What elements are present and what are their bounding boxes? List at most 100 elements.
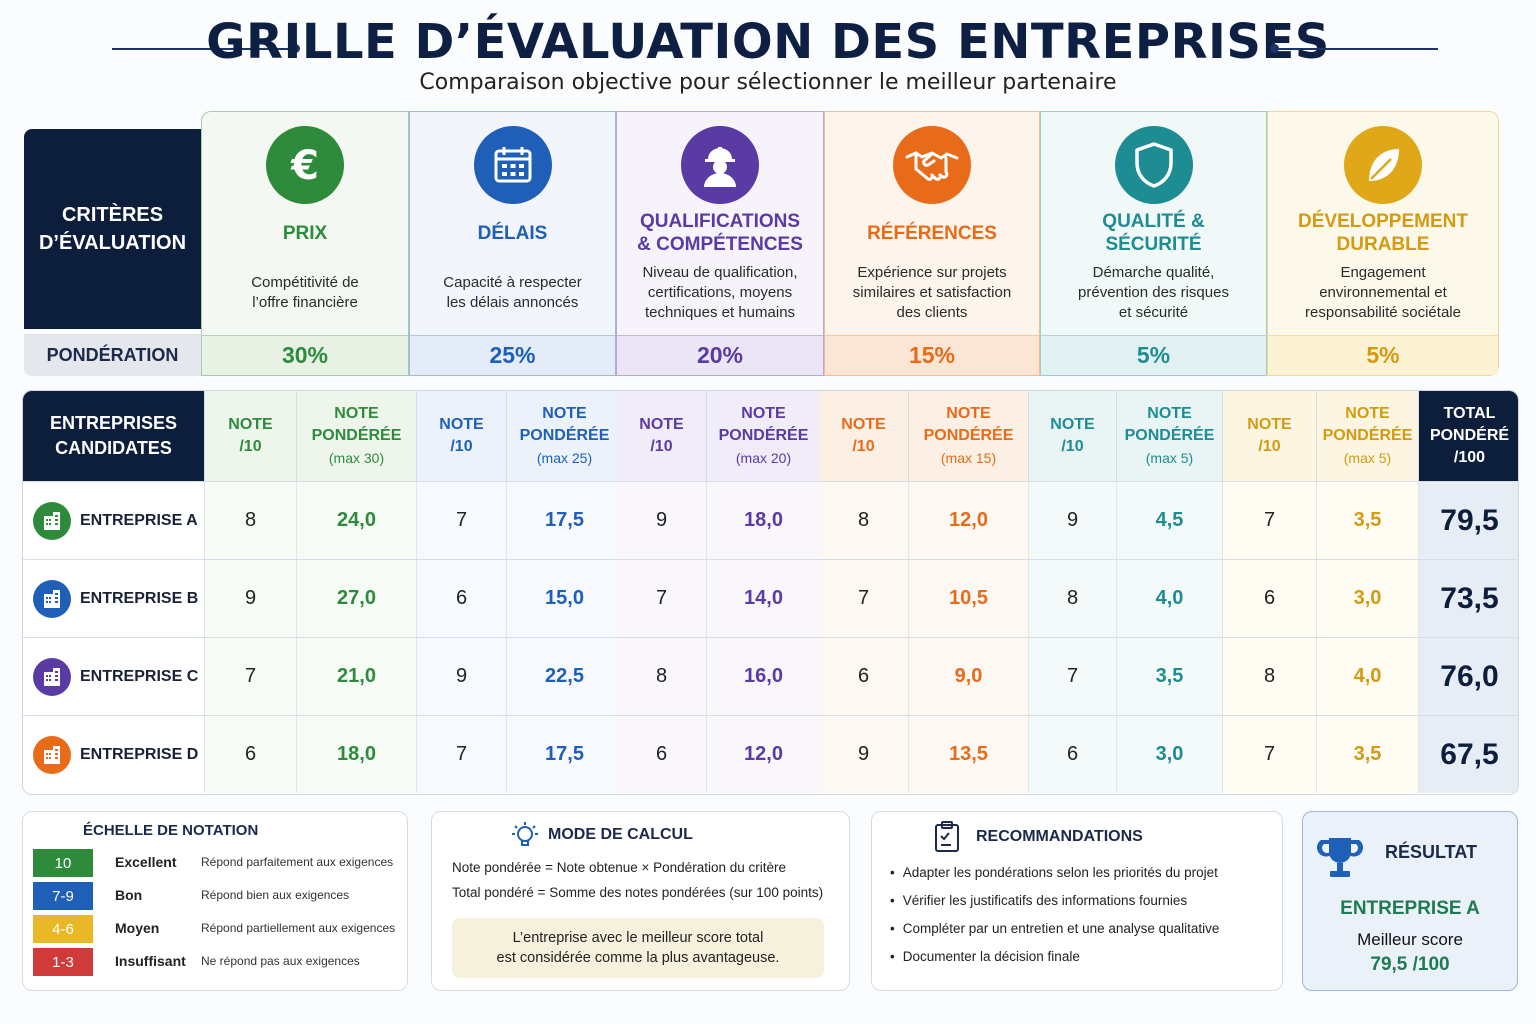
weighted-header-text: NOTE PONDÉRÉE (718, 405, 809, 444)
note-cell: 7 (417, 482, 507, 559)
weighted-cell: 4,0 (1317, 638, 1419, 715)
weighted-header: NOTE PONDÉRÉE (max 15) (909, 391, 1029, 481)
scores-table: ENTREPRISES CANDIDATES NOTE /10 NOTE PONDÉ… (22, 390, 1519, 795)
criteria-label: CRITÈRES D’ÉVALUATION (24, 129, 201, 329)
criterion-5: QUALITÉ & SÉCURITÉ Démarche qualité, prév… (1040, 111, 1267, 376)
note-cell: 7 (819, 560, 909, 637)
note-cell: 6 (205, 716, 297, 793)
weighted-header-label: NOTE PONDÉRÉE (max 5) (1125, 403, 1215, 469)
leaf-icon (1344, 126, 1422, 204)
total-cell: 73,5 (1419, 560, 1518, 637)
note-header: NOTE /10 (819, 391, 909, 481)
note-cell: 7 (617, 560, 707, 637)
note-cell: 9 (205, 560, 297, 637)
weighted-header: NOTE PONDÉRÉE (max 5) (1317, 391, 1419, 481)
weighted-cell: 22,5 (507, 638, 623, 715)
note-header: NOTE /10 (617, 391, 707, 481)
clipboard-check-icon (932, 820, 964, 859)
note-cell: 9 (417, 638, 507, 715)
weighted-cell: 24,0 (297, 482, 417, 559)
weighted-cell: 4,0 (1117, 560, 1223, 637)
weighted-cell: 13,5 (909, 716, 1029, 793)
page-subtitle: Comparaison objective pour sélectionner … (419, 70, 1117, 95)
resultat-label: Meilleur score (1357, 930, 1463, 949)
criterion-4: RÉFÉRENCES Expérience sur projets similai… (824, 111, 1040, 376)
weighted-cell: 18,0 (707, 482, 821, 559)
title-divider-left (112, 48, 294, 50)
weighted-header-label: NOTE PONDÉRÉE (max 20) (719, 403, 809, 469)
calcul-note: L’entreprise avec le meilleur score tota… (452, 918, 824, 978)
title-dot-right (1270, 44, 1279, 53)
scale-description: Ne répond pas aux exigences (201, 954, 360, 968)
weighted-cell: 10,5 (909, 560, 1029, 637)
criterion-6: DÉVELOPPEMENT DURABLE Engagement environn… (1267, 111, 1499, 376)
note-cell: 6 (417, 560, 507, 637)
criterion-weight: 20% (617, 335, 823, 375)
weighted-header-label: NOTE PONDÉRÉE (max 5) (1323, 403, 1413, 469)
note-cell: 7 (1223, 716, 1317, 793)
weighted-header: NOTE PONDÉRÉE (max 30) (297, 391, 417, 481)
recommendation-item: Adapter les pondérations selon les prior… (890, 865, 1218, 880)
note-cell: 8 (1223, 638, 1317, 715)
note-header: NOTE /10 (417, 391, 507, 481)
scale-panel: ÉCHELLE DE NOTATION 10 Excellent Répond pa… (22, 811, 408, 991)
weighted-cell: 17,5 (507, 716, 623, 793)
recommendation-item: Vérifier les justificatifs des informati… (890, 893, 1187, 908)
note-cell: 9 (819, 716, 909, 793)
criterion-weight: 30% (202, 335, 408, 375)
building-icon (33, 579, 71, 618)
scale-badge: 7-9 (33, 882, 93, 910)
calcul-title: MODE DE CALCUL (548, 826, 693, 843)
scale-row: 7-9 Bon Répond bien aux exigences (33, 882, 413, 910)
note-header: NOTE /10 (205, 391, 297, 481)
shield-icon (1114, 126, 1193, 204)
company-cell: ENTREPRISE B (23, 560, 205, 637)
weighted-cell: 17,5 (507, 482, 623, 559)
weighted-cell: 15,0 (507, 560, 623, 637)
criterion-name: QUALITÉ & SÉCURITÉ (1102, 211, 1205, 255)
note-cell: 7 (1029, 638, 1117, 715)
weighted-header-text: NOTE PONDÉRÉE (923, 405, 1014, 444)
weighted-header-text: NOTE PONDÉRÉE (1322, 405, 1413, 444)
criterion-name: RÉFÉRENCES (867, 222, 997, 244)
trophy-icon (1316, 834, 1364, 889)
weighted-cell: 12,0 (909, 482, 1029, 559)
handshake-icon (893, 126, 971, 204)
company-cell: ENTREPRISE C (23, 638, 205, 715)
scale-description: Répond bien aux exigences (201, 888, 350, 902)
weighted-cell: 27,0 (297, 560, 417, 637)
criterion-name: QUALIFICATIONS & COMPÉTENCES (637, 211, 803, 255)
note-header: NOTE /10 (1029, 391, 1117, 481)
scale-label: Insuffisant (115, 953, 186, 969)
weighted-header-text: NOTE PONDÉRÉE (311, 405, 402, 444)
resultat-title: RÉSULTAT (1385, 842, 1477, 862)
scale-row: 1-3 Insuffisant Ne répond pas aux exigence… (33, 948, 413, 976)
table-row: ENTREPRISE D 6 18,0 7 17,5 6 12,0 9 13,5 6 3,0 7 3,5… (23, 715, 1518, 793)
weighted-header-label: NOTE PONDÉRÉE (max 25) (520, 403, 610, 469)
criterion-weight: 5% (1041, 335, 1266, 375)
criterion-name: DÉLAIS (477, 222, 548, 244)
euro-icon: € (266, 126, 344, 204)
weighted-header-label: NOTE PONDÉRÉE (max 15) (924, 403, 1014, 469)
scale-title: ÉCHELLE DE NOTATION (83, 822, 259, 839)
weighted-header-text: NOTE PONDÉRÉE (519, 405, 610, 444)
criterion-name: PRIX (282, 222, 328, 244)
company-name: ENTREPRISE D (80, 745, 199, 763)
note-cell: 7 (1223, 482, 1317, 559)
note-cell: 6 (1029, 716, 1117, 793)
building-icon (33, 657, 71, 696)
weighted-cell: 21,0 (297, 638, 417, 715)
recommendation-item: Documenter la décision finale (890, 949, 1080, 964)
criterion-description: Démarche qualité, prévention des risques… (1078, 264, 1229, 321)
weighted-cell: 3,0 (1117, 716, 1223, 793)
weighted-cell: 3,5 (1317, 716, 1419, 793)
recommandations-panel: RECOMMANDATIONS Adapter les pondérations… (871, 811, 1283, 991)
scale-description: Répond parfaitement aux exigences (201, 855, 394, 869)
worker-icon (681, 126, 759, 204)
criterion-description: Capacité à respecter les délais annoncés (443, 274, 582, 311)
company-name: ENTREPRISE C (80, 667, 199, 685)
company-name: ENTREPRISE A (80, 511, 198, 529)
weighted-header: NOTE PONDÉRÉE (max 5) (1117, 391, 1223, 481)
calcul-line-1: Note pondérée = Note obtenue × Pondérati… (452, 860, 786, 875)
note-cell: 7 (205, 638, 297, 715)
